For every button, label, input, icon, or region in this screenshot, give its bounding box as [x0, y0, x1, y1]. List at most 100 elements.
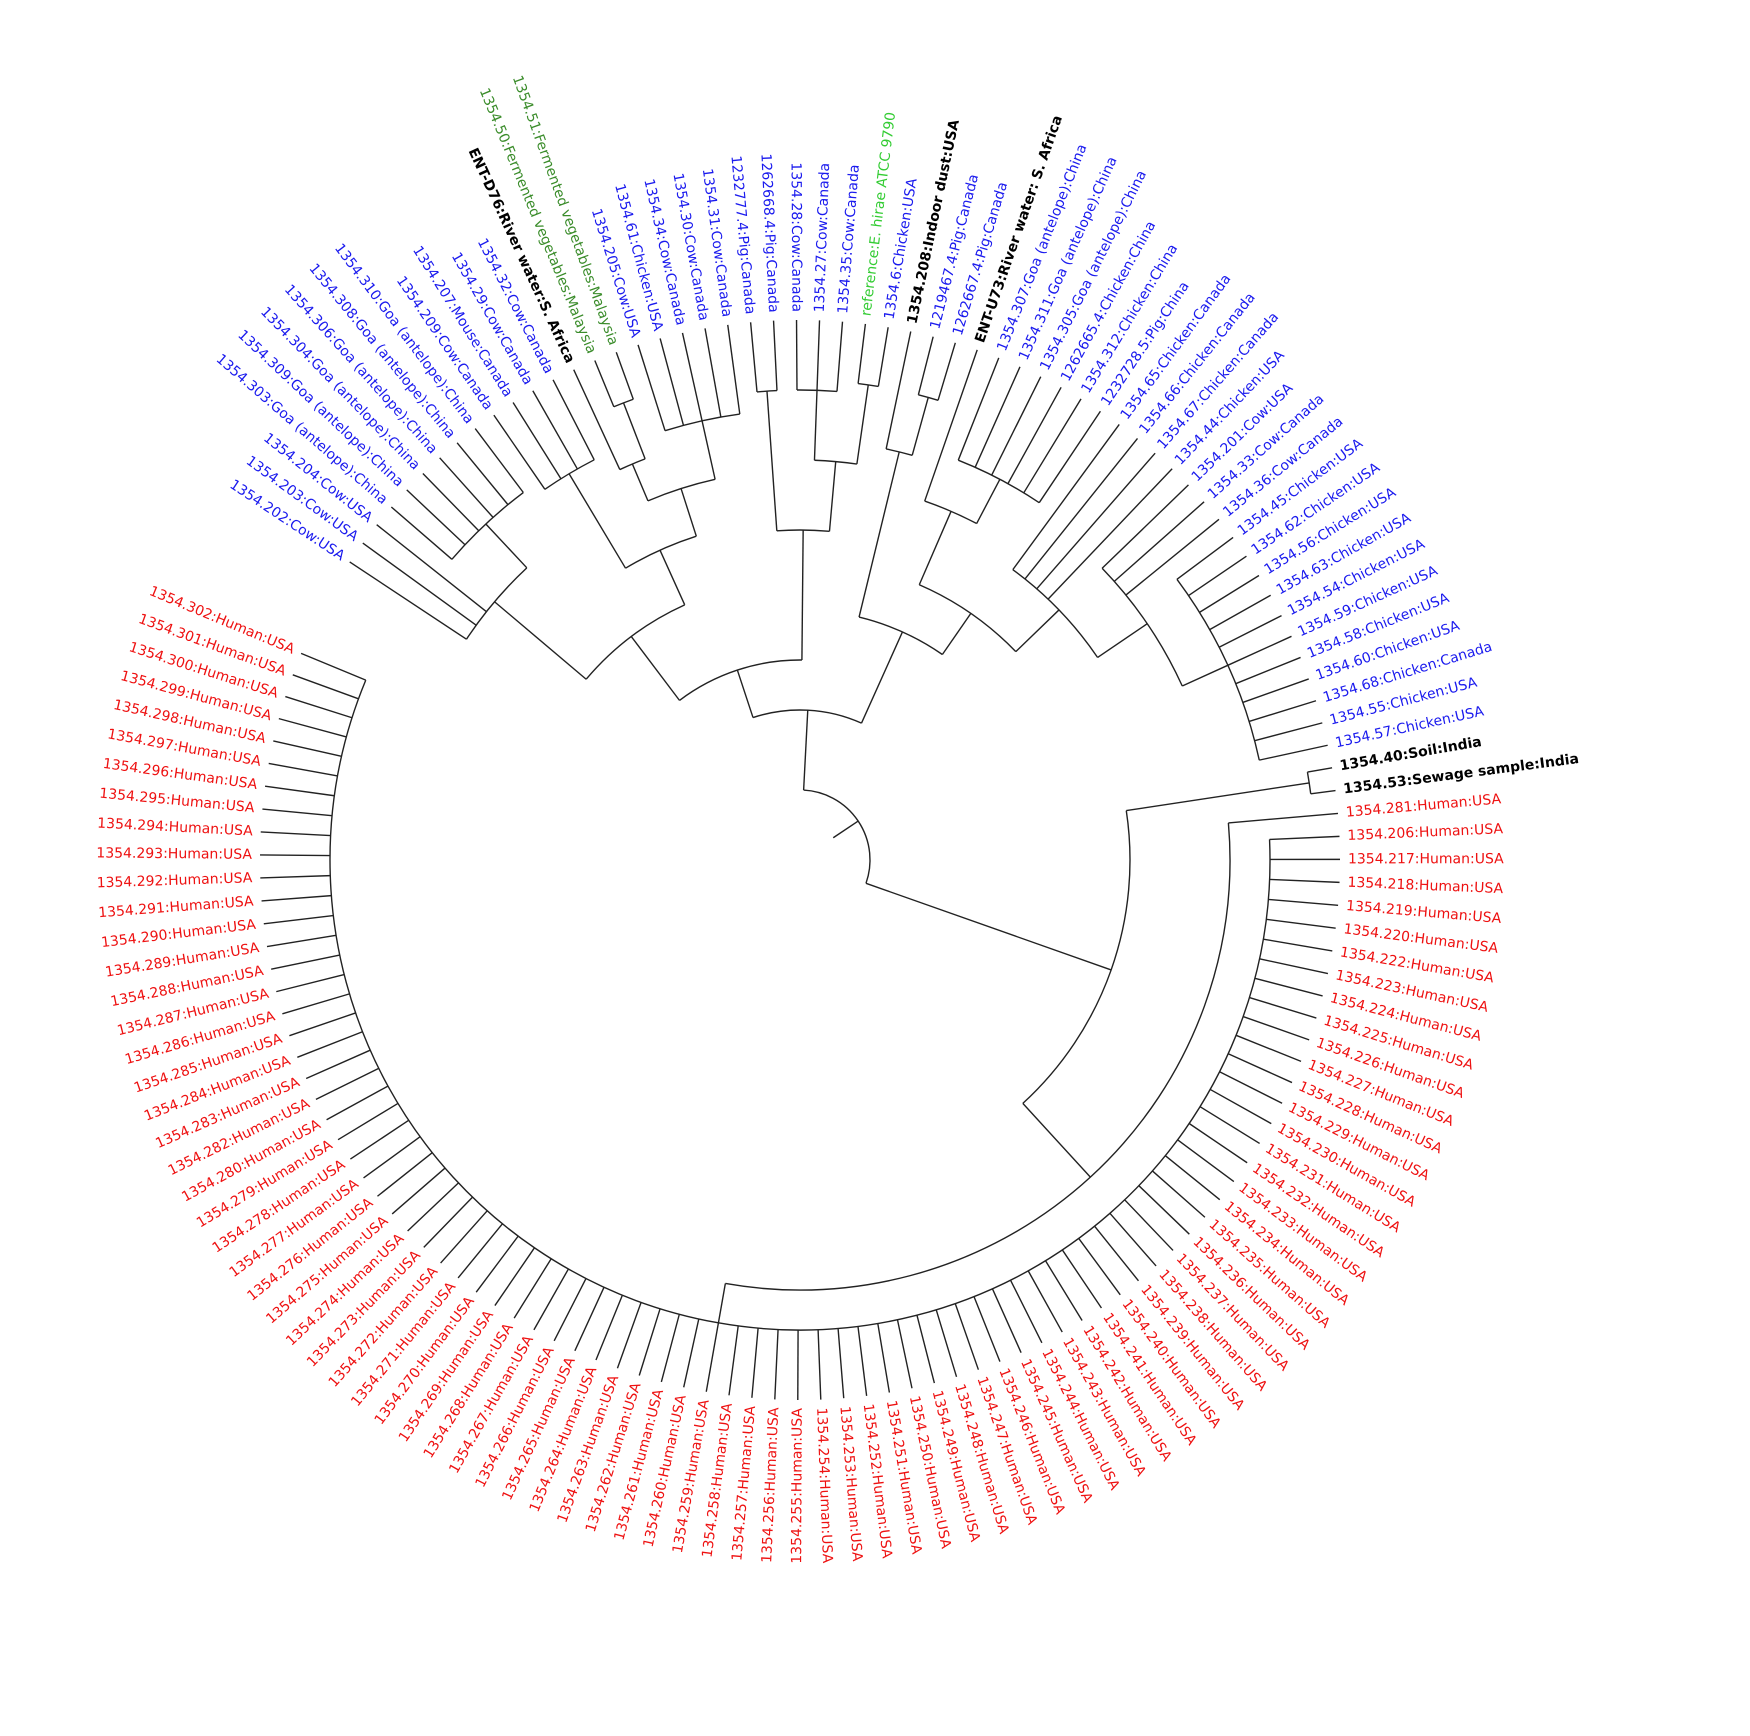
leaf-label: 1354.255:Human:USA — [789, 1408, 806, 1564]
branch-arc — [886, 448, 913, 456]
branch — [1209, 1088, 1272, 1125]
branch — [616, 1302, 642, 1369]
leaf-label: 1354.295:Human:USA — [99, 786, 256, 817]
branch — [513, 1258, 552, 1319]
leaf-label: 1354.27:Cow:Canada — [812, 163, 833, 313]
leaf-label: 1354.257:Human:USA — [729, 1405, 759, 1562]
branch — [1268, 898, 1339, 907]
branch — [266, 934, 337, 948]
branch — [976, 478, 1001, 524]
branch — [1254, 722, 1323, 742]
branch — [440, 1210, 488, 1264]
branch — [407, 1182, 459, 1232]
branch — [533, 1268, 570, 1331]
branch — [292, 674, 359, 700]
branch — [390, 506, 453, 560]
branch — [1310, 789, 1336, 795]
leaf-label: 1354.292:Human:USA — [96, 870, 253, 891]
branch — [273, 740, 342, 758]
leaf-label: 1354.254:Human:USA — [813, 1407, 835, 1564]
branch — [493, 414, 546, 490]
branch — [261, 894, 332, 902]
leaf-label: 1354.35:Cow:Canada — [835, 164, 863, 314]
branch — [1027, 1270, 1063, 1333]
leaf-label: 1354.218:Human:USA — [1347, 875, 1504, 897]
root-branch — [832, 820, 859, 839]
leaf-label: 1262668.4:Pig:Canada — [757, 153, 781, 313]
branch — [957, 357, 1000, 461]
branch — [1263, 938, 1333, 952]
branch — [512, 402, 562, 480]
branch — [532, 390, 578, 470]
branch — [1209, 594, 1272, 631]
branch — [704, 328, 722, 418]
branch — [615, 351, 634, 400]
leaf-label: 1354.281:Human:USA — [1345, 791, 1502, 820]
branch — [595, 1294, 624, 1361]
branch — [865, 882, 1112, 971]
branch — [1307, 767, 1333, 773]
branch — [1259, 958, 1329, 975]
leaf-label: 1354.217:Human:USA — [1348, 851, 1504, 867]
branch-arc — [619, 458, 646, 471]
branch — [705, 1322, 720, 1392]
branch — [1242, 678, 1309, 704]
branch — [423, 1196, 474, 1248]
branch — [1188, 1122, 1248, 1164]
branch — [1015, 609, 1060, 653]
branch — [377, 1152, 433, 1197]
leaf-label: 1354.291:Human:USA — [98, 894, 255, 922]
branch — [285, 695, 353, 719]
branch — [1259, 744, 1328, 761]
branch — [264, 785, 335, 797]
branch — [772, 320, 778, 391]
branch-arc — [451, 491, 524, 560]
branch — [877, 1323, 891, 1393]
branch-arc — [613, 398, 634, 408]
branch — [260, 874, 331, 879]
branch — [268, 762, 338, 777]
branch — [1094, 1225, 1140, 1282]
branch — [917, 336, 934, 395]
branch — [860, 631, 904, 724]
branch — [326, 1085, 389, 1121]
branch — [1242, 1015, 1310, 1041]
leaf-labels: 1354.302:Human:USA1354.301:Human:USA1354… — [96, 73, 1580, 1564]
branch — [363, 1136, 421, 1179]
branch — [494, 1247, 536, 1306]
branch — [717, 1283, 727, 1323]
branch — [349, 561, 467, 640]
branch — [954, 1303, 980, 1370]
branch — [1109, 1212, 1157, 1267]
branch — [1047, 468, 1173, 600]
leaf-label: 1354.28:Cow:Canada — [788, 162, 805, 312]
branch — [263, 914, 334, 925]
branch — [474, 428, 524, 493]
branch — [774, 1329, 779, 1400]
branch — [941, 613, 972, 655]
leaf-label: 1354.294:Human:USA — [97, 815, 254, 839]
branch — [573, 369, 621, 470]
leaf-label: 1354.293:Human:USA — [96, 845, 252, 862]
branch — [683, 1318, 700, 1388]
branch — [376, 524, 487, 613]
branch-arc — [918, 394, 939, 401]
branch — [1269, 878, 1340, 884]
branch — [991, 376, 1042, 476]
branch — [857, 1326, 868, 1396]
branch — [1164, 1155, 1221, 1201]
branch — [659, 338, 685, 426]
branch — [766, 391, 778, 531]
branch — [1044, 1260, 1083, 1321]
branch — [681, 332, 703, 421]
branch — [422, 473, 480, 532]
branch — [1078, 1238, 1121, 1296]
branch — [813, 390, 818, 461]
branch — [297, 1031, 363, 1058]
branch — [638, 1308, 661, 1376]
branches — [260, 320, 1341, 1400]
branch — [574, 1286, 605, 1352]
leaf-label: 1354.219:Human:USA — [1345, 898, 1502, 927]
branch — [991, 1288, 1022, 1353]
